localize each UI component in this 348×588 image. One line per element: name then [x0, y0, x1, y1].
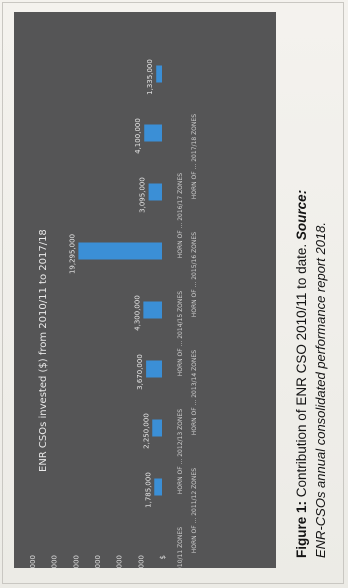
y-tick-label: 20,000,000 [72, 555, 80, 568]
data-label: 4,100,000 [134, 118, 142, 154]
caption-source: ENR-CSOs annual consolidated performance… [313, 221, 328, 558]
y-tick-label: 10,000,000 [116, 555, 124, 568]
bar-chart: ENR CSOs invested ($) from 2010/11 to 20… [14, 12, 276, 568]
data-label: 3,670,000 [136, 354, 144, 390]
category-label: HORN OF ... 2017/18 ZONES [191, 114, 198, 199]
y-tick-label: 15,000,000 [94, 555, 102, 568]
y-tick-label: 30,000,000 [29, 555, 37, 568]
category-label: HORN OF ... 2015/16 ZONES [191, 232, 198, 317]
caption-line-1: Figure 1: Contribution of ENR CSO 2010/1… [292, 22, 311, 558]
figure-caption: Figure 1: Contribution of ENR CSO 2010/1… [278, 12, 344, 568]
y-tick-label: $ [159, 555, 167, 559]
category-label: HORN OF ... 2014/15 ZONES [177, 291, 184, 376]
bar [146, 360, 162, 378]
bar [78, 242, 162, 260]
category-label: HORN OF ... 2010/11 ZONES [177, 527, 184, 568]
data-label: 4,300,000 [133, 295, 141, 331]
y-tick-label: 25,000,000 [51, 555, 59, 568]
category-label: HORN OF ... 2013/14 ZONES [191, 350, 198, 435]
caption-text-block: Figure 1: Contribution of ENR CSO 2010/1… [278, 12, 344, 568]
category-label: HORN OF ... 2011/12 ZONES [191, 468, 198, 553]
y-tick-label: 5,000,000 [137, 555, 145, 568]
data-label: 3,095,000 [139, 177, 147, 213]
bar [148, 183, 162, 201]
category-label: HORN OF ... 2016/17 ZONES [177, 173, 184, 258]
data-label: 1,335,000 [146, 59, 154, 95]
caption-text: Contribution of ENR CSO 2010/11 to date. [294, 240, 309, 501]
bar [156, 65, 162, 83]
bar [144, 124, 162, 142]
chart-canvas: ENR CSOs invested ($) from 2010/11 to 20… [29, 59, 198, 568]
data-label: 1,785,000 [144, 472, 152, 508]
category-label: HORN OF ... 2012/13 ZONES [177, 409, 184, 494]
page-border [2, 2, 344, 584]
bar [152, 419, 162, 437]
chart-title: ENR CSOs invested ($) from 2010/11 to 20… [38, 229, 49, 472]
bar [143, 301, 162, 319]
data-label: 19,295,000 [68, 234, 76, 274]
bar [154, 478, 162, 496]
caption-prefix: Figure 1: [294, 500, 309, 558]
data-label: 2,250,000 [142, 413, 150, 449]
caption-source-label: Source: [294, 189, 309, 241]
